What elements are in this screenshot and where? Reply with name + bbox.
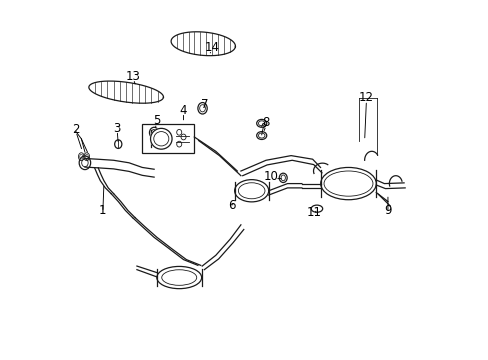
Text: 4: 4 <box>180 104 187 117</box>
Text: 8: 8 <box>262 116 269 129</box>
Bar <box>142 125 194 153</box>
Text: 7: 7 <box>201 98 208 111</box>
Text: 12: 12 <box>358 91 373 104</box>
Text: 1: 1 <box>99 204 106 217</box>
Ellipse shape <box>150 129 172 149</box>
Text: 10: 10 <box>264 170 278 183</box>
Text: 9: 9 <box>384 204 391 217</box>
Text: 2: 2 <box>72 123 80 136</box>
Text: 14: 14 <box>204 41 219 54</box>
Text: 13: 13 <box>125 69 141 82</box>
Text: 11: 11 <box>306 206 321 219</box>
Text: 5: 5 <box>153 114 160 127</box>
Text: 3: 3 <box>113 122 121 135</box>
Text: 6: 6 <box>228 199 235 212</box>
